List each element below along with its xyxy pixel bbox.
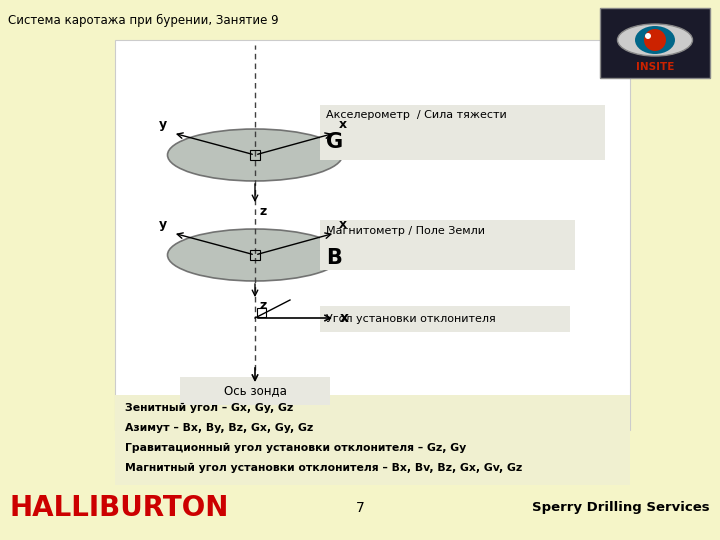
Ellipse shape bbox=[615, 20, 695, 60]
Ellipse shape bbox=[168, 229, 343, 281]
Text: B: B bbox=[326, 248, 342, 268]
Ellipse shape bbox=[618, 24, 693, 56]
Text: G: G bbox=[326, 132, 343, 152]
Bar bbox=[115, 395, 630, 485]
Text: y: y bbox=[159, 118, 167, 131]
Bar bbox=[320, 306, 570, 332]
Text: Акселерометр  / Сила тяжести: Акселерометр / Сила тяжести bbox=[326, 110, 507, 120]
Ellipse shape bbox=[644, 29, 666, 51]
Text: Sperry Drilling Services: Sperry Drilling Services bbox=[532, 502, 710, 515]
Text: Зенитный угол – Gx, Gy, Gz: Зенитный угол – Gx, Gy, Gz bbox=[125, 403, 293, 413]
Ellipse shape bbox=[168, 129, 343, 181]
Text: y: y bbox=[159, 218, 167, 231]
Text: HALLIBURTON: HALLIBURTON bbox=[10, 494, 230, 522]
Text: Магнитометр / Поле Земли: Магнитометр / Поле Земли bbox=[326, 226, 485, 236]
Bar bbox=[250, 250, 260, 260]
Bar bbox=[180, 377, 330, 405]
Bar bbox=[320, 105, 605, 160]
Text: Магнитный угол установки отклонителя – Bx, Bv, Bz, Gx, Gv, Gz: Магнитный угол установки отклонителя – B… bbox=[125, 463, 522, 473]
Text: Система каротажа при бурении, Занятие 9: Система каротажа при бурении, Занятие 9 bbox=[8, 14, 279, 27]
Text: x: x bbox=[340, 311, 349, 325]
Bar bbox=[257, 308, 266, 317]
Ellipse shape bbox=[645, 33, 651, 39]
Bar bbox=[320, 220, 575, 270]
Bar bbox=[250, 150, 260, 160]
Text: INSITE: INSITE bbox=[636, 62, 674, 72]
Text: Ось зонда: Ось зонда bbox=[224, 384, 287, 397]
Bar bbox=[600, 8, 710, 78]
Text: Гравитационный угол установки отклонителя – Gz, Gy: Гравитационный угол установки отклонител… bbox=[125, 443, 467, 453]
Text: x: x bbox=[339, 118, 347, 131]
Ellipse shape bbox=[635, 26, 675, 54]
Text: Азимут – Bx, By, Bz, Gx, Gy, Gz: Азимут – Bx, By, Bz, Gx, Gy, Gz bbox=[125, 423, 313, 433]
Text: z: z bbox=[260, 299, 267, 312]
Bar bbox=[115, 40, 630, 430]
Text: 7: 7 bbox=[356, 501, 364, 515]
Text: x: x bbox=[339, 218, 347, 231]
Text: z: z bbox=[260, 205, 267, 218]
Text: Угол установки отклонителя: Угол установки отклонителя bbox=[326, 314, 496, 324]
